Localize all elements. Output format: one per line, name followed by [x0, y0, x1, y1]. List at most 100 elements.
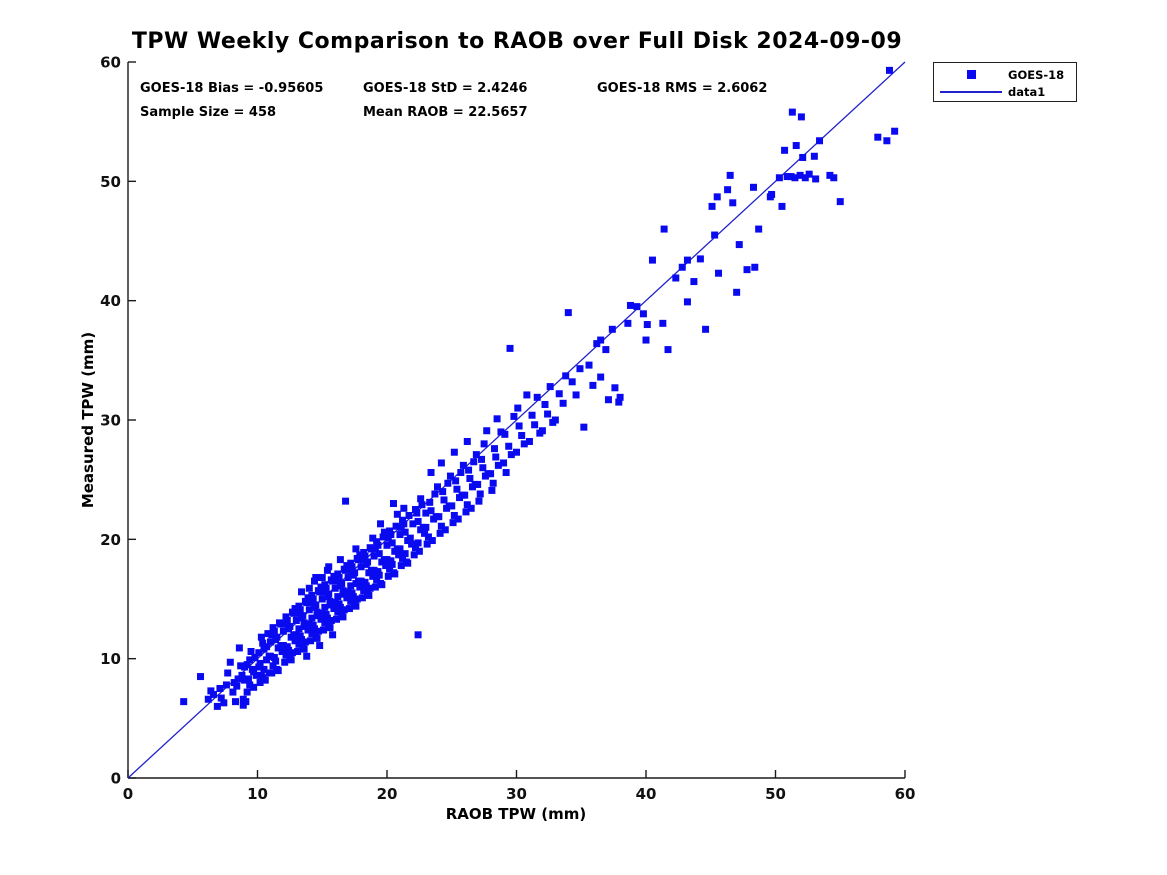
scatter-point	[252, 671, 260, 679]
scatter-point	[373, 538, 381, 546]
scatter-point	[290, 609, 298, 617]
scatter-point	[414, 539, 422, 547]
scatter-point	[256, 659, 264, 667]
scatter-point	[357, 577, 365, 585]
scatter-point	[392, 522, 400, 530]
scatter-point	[555, 390, 563, 398]
scatter-point	[272, 657, 280, 665]
scatter-point	[321, 603, 329, 611]
scatter-point	[396, 545, 404, 553]
scatter-point	[525, 437, 533, 445]
scatter-point	[386, 565, 394, 573]
scatter-point	[411, 544, 419, 552]
scatter-point	[317, 615, 325, 623]
y-tick-label: 40	[100, 292, 121, 310]
scatter-point	[331, 584, 339, 592]
scatter-point	[292, 631, 300, 639]
scatter-point	[305, 606, 313, 614]
scatter-point	[626, 301, 634, 309]
scatter-point	[326, 624, 334, 632]
scatter-point	[683, 256, 691, 264]
scatter-point	[562, 372, 570, 380]
scatter-point	[367, 545, 375, 553]
legend-entry-data1: data1	[934, 83, 1076, 100]
scatter-point	[305, 584, 313, 592]
scatter-point	[279, 642, 287, 650]
line-sample-icon	[940, 90, 1002, 93]
scatter-point	[441, 526, 449, 534]
scatter-point	[389, 500, 397, 508]
scatter-point	[209, 690, 217, 698]
scatter-point	[397, 523, 405, 531]
scatter-point	[384, 534, 392, 542]
scatter-point	[283, 616, 291, 624]
scatter-point	[330, 572, 338, 580]
scatter-point	[374, 568, 382, 576]
scatter-point	[708, 202, 716, 210]
scatter-point	[450, 448, 458, 456]
scatter-point	[371, 545, 379, 553]
scatter-point	[320, 626, 328, 634]
scatter-point	[467, 504, 475, 512]
scatter-point	[604, 396, 612, 404]
scatter-point	[726, 171, 734, 179]
scatter-point	[608, 325, 616, 333]
scatter-point	[300, 619, 308, 627]
scatter-point	[343, 594, 351, 602]
scatter-point	[304, 594, 312, 602]
scatter-point	[277, 620, 285, 628]
scatter-point	[454, 515, 462, 523]
scatter-point	[624, 319, 632, 327]
scatter-point	[452, 477, 460, 485]
scatter-point	[281, 620, 289, 628]
scatter-point	[291, 605, 299, 613]
scatter-point	[659, 319, 667, 327]
scatter-point	[405, 511, 413, 519]
legend-box: GOES-18 data1	[933, 62, 1077, 102]
x-tick-label: 60	[895, 785, 916, 803]
scatter-point	[702, 325, 710, 333]
scatter-point	[292, 616, 300, 624]
scatter-point	[602, 346, 610, 354]
scatter-point	[510, 412, 518, 420]
scatter-point	[365, 591, 373, 599]
scatter-point	[399, 554, 407, 562]
scatter-point	[515, 422, 523, 430]
scatter-point	[358, 556, 366, 564]
scatter-point	[436, 529, 444, 537]
scatter-point	[781, 146, 789, 154]
scatter-point	[408, 540, 416, 548]
scatter-point	[307, 637, 315, 645]
scatter-point	[332, 577, 340, 585]
x-tick-label: 0	[123, 785, 133, 803]
scatter-point	[295, 640, 303, 648]
stat-bias: GOES-18 Bias = -0.95605	[140, 81, 324, 96]
scatter-point	[437, 522, 445, 530]
scatter-point	[401, 528, 409, 536]
scatter-point	[313, 608, 321, 616]
scatter-point	[217, 694, 225, 702]
scatter-point	[243, 688, 251, 696]
scatter-point	[327, 616, 335, 624]
scatter-point	[448, 502, 456, 510]
scatter-point	[308, 630, 316, 638]
scatter-point	[323, 614, 331, 622]
scatter-point	[318, 595, 326, 603]
scatter-point	[326, 597, 334, 605]
scatter-point	[259, 674, 267, 682]
scatter-point	[400, 520, 408, 528]
x-tick-label: 10	[247, 785, 268, 803]
scatter-point	[422, 523, 430, 531]
stat-rms: GOES-18 RMS = 2.6062	[597, 81, 768, 96]
stat-sample-size: Sample Size = 458	[140, 105, 277, 120]
scatter-point	[360, 548, 368, 556]
scatter-point	[238, 671, 246, 679]
scatter-point	[585, 361, 593, 369]
x-tick-label: 30	[506, 785, 527, 803]
scatter-point	[373, 576, 381, 584]
scatter-point	[334, 593, 342, 601]
scatter-point	[207, 687, 215, 695]
scatter-point	[733, 288, 741, 296]
scatter-point	[643, 321, 651, 329]
